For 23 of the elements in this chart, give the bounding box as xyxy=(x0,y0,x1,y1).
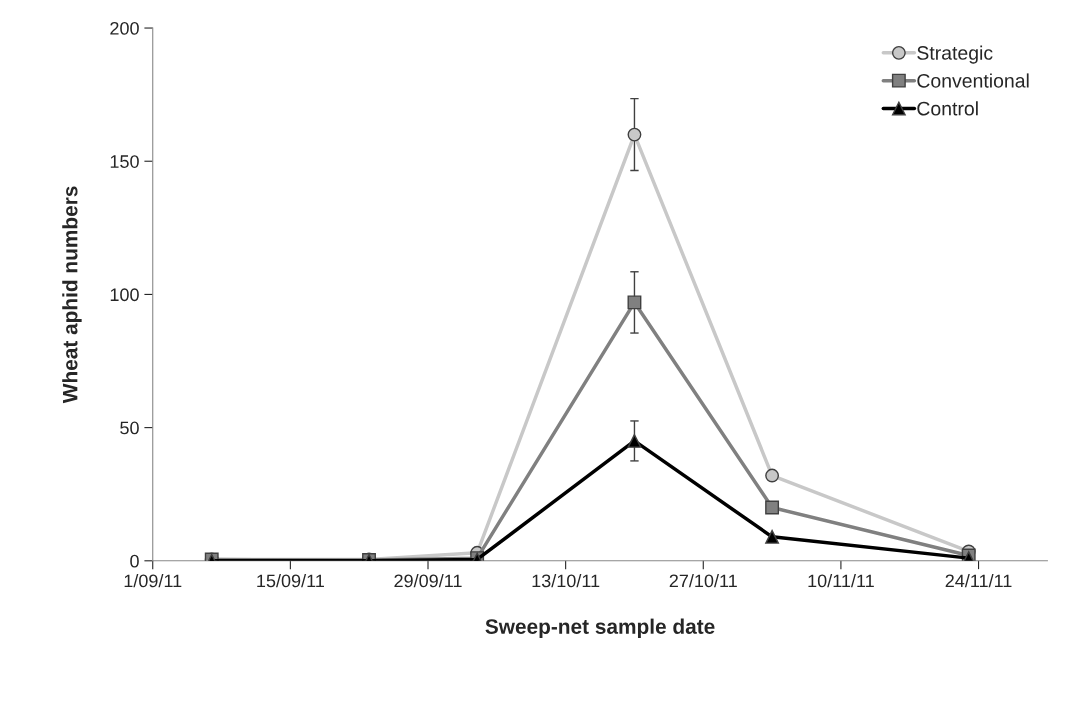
x-tick-label: 10/11/11 xyxy=(808,573,874,588)
y-tick-label: 0 xyxy=(130,554,139,568)
x-axis-title: Sweep-net sample date xyxy=(485,618,715,639)
y-tick-label: 100 xyxy=(110,288,139,302)
point xyxy=(627,127,642,142)
point xyxy=(627,295,642,310)
point xyxy=(765,529,780,544)
point xyxy=(765,500,780,515)
legend-label: Strategic xyxy=(917,45,993,64)
y-axis-title: Wheat aphid numbers xyxy=(62,186,82,404)
x-tick-label: 24/11/11 xyxy=(945,573,1012,588)
x-tick-label: 15/09/11 xyxy=(257,573,324,588)
legend-label: Conventional xyxy=(917,73,1029,88)
x-tick-label: 27/10/11 xyxy=(669,573,737,588)
y-tick-label: 150 xyxy=(110,155,139,168)
point xyxy=(765,468,780,483)
y-tick-label: 50 xyxy=(120,421,139,435)
x-tick-label: 29/09/11 xyxy=(394,573,462,588)
point xyxy=(627,433,642,448)
y-tick-label: 200 xyxy=(110,21,139,35)
legend-label: Control xyxy=(917,101,978,116)
x-tick-label: 1/09/11 xyxy=(124,573,182,588)
x-tick-label: 13/10/11 xyxy=(532,573,600,588)
